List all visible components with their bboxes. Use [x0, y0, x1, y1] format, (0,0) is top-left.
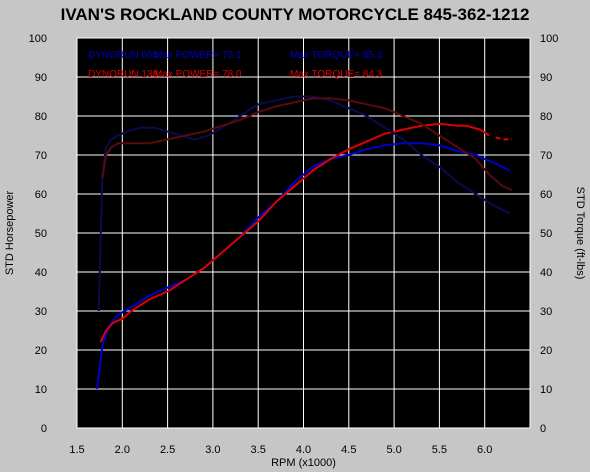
y-axis-left: 0 10 20 30 40 50 60 70 80 90 100 [29, 33, 47, 435]
x-axis-label: RPM (x1000) [271, 457, 336, 469]
x-tick-label: 3.0 [205, 444, 220, 456]
y-tick-left-label: 40 [35, 267, 47, 279]
series-line-4 [101, 97, 513, 192]
series-line-3 [97, 95, 511, 312]
y-axis-right: 0 10 20 30 40 50 60 70 80 90 100 [540, 33, 558, 435]
y-tick-left-label: 60 [35, 189, 47, 201]
y-tick-left-label: 30 [35, 306, 47, 318]
x-tick-label: 2.5 [160, 444, 175, 456]
series-line-2 [99, 122, 490, 343]
grid [76, 37, 531, 429]
legend-max-torque: Max TORQUE= 85.3 [290, 50, 383, 61]
y-tick-left-label: 10 [35, 384, 47, 396]
legend-run: DYNORUN.065 [88, 50, 158, 61]
y-tick-right-label: 100 [540, 33, 558, 45]
y-tick-left-label: 0 [41, 423, 47, 435]
y-tick-right-label: 50 [540, 228, 552, 240]
x-tick-label: 1.5 [69, 444, 84, 456]
y-tick-left-label: 90 [35, 72, 47, 84]
series-line-tail [495, 136, 512, 141]
x-tick-label: 4.5 [341, 444, 356, 456]
legend-max-power: Max POWER= 78.0 [154, 69, 242, 80]
y-tick-left-label: 20 [35, 345, 47, 357]
y-tick-right-label: 0 [540, 423, 546, 435]
y-tick-right-label: 70 [540, 150, 552, 162]
chart-title: IVAN'S ROCKLAND COUNTY MOTORCYCLE 845-36… [61, 5, 530, 24]
y-tick-left-label: 70 [35, 150, 47, 162]
y-tick-left-label: 50 [35, 228, 47, 240]
x-tick-label: 5.0 [386, 444, 401, 456]
y-tick-right-label: 20 [540, 345, 552, 357]
series-group [95, 95, 513, 390]
y-axis-left-label: STD Horsepower [4, 190, 16, 275]
x-tick-label: 5.5 [432, 444, 447, 456]
y-tick-right-label: 60 [540, 189, 552, 201]
x-axis: 1.5 2.0 2.5 3.0 3.5 4.0 4.5 5.0 5.5 6.0 [69, 444, 492, 456]
series-line-1 [95, 142, 511, 390]
y-tick-right-label: 80 [540, 111, 552, 123]
y-tick-right-label: 10 [540, 384, 552, 396]
x-tick-label: 3.5 [251, 444, 266, 456]
legend-run: DYNORUN.138 [88, 69, 158, 80]
x-tick-label: 4.0 [296, 444, 311, 456]
y-tick-right-label: 90 [540, 72, 552, 84]
legend-max-torque: Max TORQUE= 84.3 [290, 69, 383, 80]
y-tick-right-label: 30 [540, 306, 552, 318]
y-tick-left-label: 100 [29, 33, 47, 45]
x-tick-label: 2.0 [115, 444, 130, 456]
y-axis-right-label: STD Torque (ft-lbs) [574, 187, 586, 280]
y-tick-right-label: 40 [540, 267, 552, 279]
x-tick-label: 6.0 [477, 444, 492, 456]
y-tick-left-label: 80 [35, 111, 47, 123]
legend-max-power: Max POWER= 73.1 [154, 50, 242, 61]
